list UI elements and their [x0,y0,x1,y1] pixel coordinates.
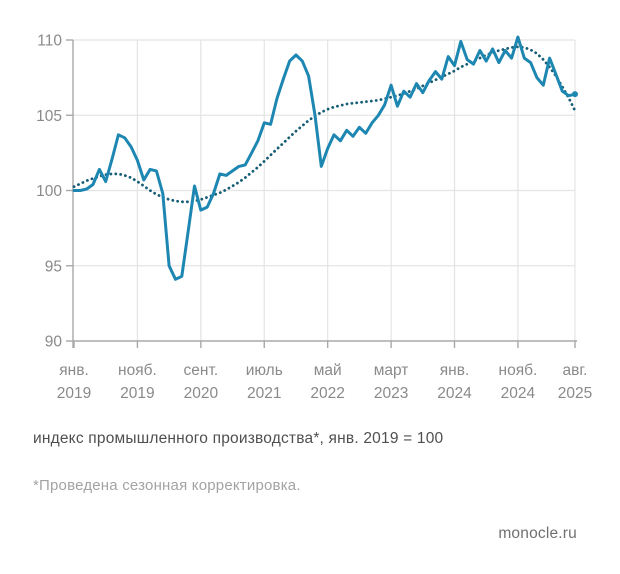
x-tick-label-year: 2023 [374,385,408,402]
x-tick-label-month: янв. [59,362,89,379]
y-tick-label: 95 [45,258,62,275]
y-tick-label: 100 [36,183,62,200]
y-tick-label: 90 [45,334,63,351]
trend-dotted-line [72,45,577,204]
x-tick-label-year: 2021 [247,385,281,402]
y-tick-label: 110 [37,33,62,50]
x-tick-label-year: 2024 [501,385,536,402]
x-tick-label-month: март [374,362,409,379]
x-tick-label-month: май [314,362,342,379]
y-tick-label: 105 [36,108,62,125]
x-tick-label-month: янв. [440,362,470,379]
x-tick-label-year: 2022 [310,385,344,402]
x-tick-label-year: 2024 [437,385,472,402]
last-point-marker [572,91,578,98]
x-tick-label-year: 2020 [184,385,219,402]
index-solid-line [72,35,577,281]
chart-footnote: *Проведена сезонная корректировка. [33,477,301,494]
x-tick-label-month: июль [246,362,283,379]
line-chart: 110 105 100 95 90 янв. 2019 нояб. 2019 сент. 2020 и… [36,33,592,403]
x-tick-label-year: 2025 [558,385,592,402]
x-tick-label-month: нояб. [499,362,538,379]
x-tick-label-year: 2019 [57,385,91,402]
source-label: monocle.ru [498,525,577,542]
x-tick-label-month: сент. [184,362,219,379]
x-tick-label-month: авг. [563,362,588,379]
chart-caption: индекс промышленного производства*, янв.… [33,430,444,447]
x-tick-label-month: нояб. [118,362,157,379]
x-tick-label-year: 2019 [120,385,154,402]
